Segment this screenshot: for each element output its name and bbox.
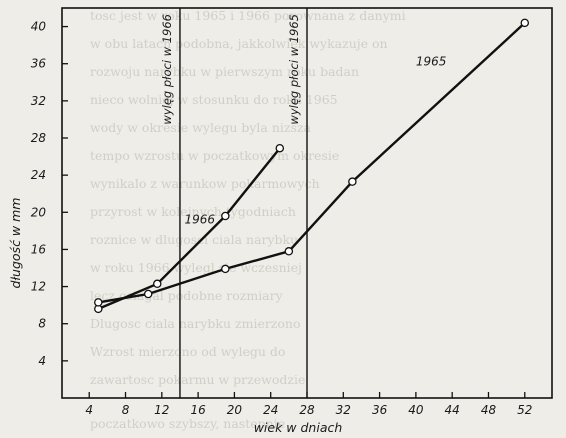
svg-text:w roku 1966 wylegl sie wczesni: w roku 1966 wylegl sie wczesniej <box>90 260 302 275</box>
series-label-1966: 1966 <box>185 212 216 226</box>
series-line <box>98 22 526 304</box>
show-through-texture: tosc jest w roku 1965 i 1966 porownana z… <box>90 8 406 431</box>
data-point <box>221 264 230 274</box>
y-tick-label: 24 <box>31 168 46 182</box>
svg-text:wody w okresie wylegu byla niz: wody w okresie wylegu byla nizsza <box>90 120 311 135</box>
x-tick-label: 48 <box>481 403 497 417</box>
data-point <box>348 177 357 186</box>
svg-text:Wzrost mierzono od wylegu do: Wzrost mierzono od wylegu do <box>90 344 285 359</box>
svg-text:Dlugosc ciala narybku zmierzon: Dlugosc ciala narybku zmierzono <box>90 316 301 331</box>
y-tick-label: 36 <box>31 57 47 71</box>
svg-text:w obu latach podobna, jakkolwi: w obu latach podobna, jakkolwiek wykazuj… <box>90 36 388 51</box>
x-tick-label: 16 <box>190 403 206 417</box>
y-tick-label: 8 <box>38 317 46 331</box>
svg-text:wynikalo z warunkow pokarmowyc: wynikalo z warunkow pokarmowych <box>90 176 320 191</box>
svg-text:przyrost w kolejnych tygodniac: przyrost w kolejnych tygodniach <box>90 204 296 219</box>
svg-text:nieco wolniej w stosunku do ro: nieco wolniej w stosunku do roku 1965 <box>90 92 338 107</box>
x-tick-label: 8 <box>122 403 130 417</box>
data-point <box>221 211 230 221</box>
data-point <box>275 143 285 153</box>
x-tick-label: 12 <box>154 403 169 417</box>
x-tick-label: 32 <box>336 403 351 417</box>
svg-text:tempo wzrostu w poczatkowym ok: tempo wzrostu w poczatkowym okresie <box>90 148 339 163</box>
x-tick-label: 20 <box>227 403 243 417</box>
svg-text:poczatkowo szybszy, nastepnie: poczatkowo szybszy, nastepnie <box>90 416 285 431</box>
hatch-annotation-label: wylęg płoci w 1965 <box>287 14 301 125</box>
x-tick-label: 24 <box>263 403 278 417</box>
y-tick-label: 40 <box>31 20 47 34</box>
y-tick-label: 32 <box>31 94 46 108</box>
x-tick-label: 4 <box>85 403 93 417</box>
svg-text:roznice w dlugosci ciala naryb: roznice w dlugosci ciala narybku <box>90 232 298 247</box>
series-layer <box>94 18 530 314</box>
x-tick-label: 52 <box>517 403 532 417</box>
data-point <box>520 18 530 28</box>
x-tick-label: 40 <box>408 403 424 417</box>
y-tick-label: 28 <box>31 131 47 145</box>
labels-layer: 1966 1965 <box>185 55 447 227</box>
x-tick-label: 44 <box>445 403 460 417</box>
data-point <box>143 289 153 299</box>
data-point <box>94 298 103 307</box>
y-axis-title: długość w mm <box>8 198 23 289</box>
y-tick-label: 16 <box>31 242 47 256</box>
data-point <box>284 247 294 256</box>
reference-lines: wylęg płoci w 1966 wylęg płoci w 1965 <box>160 8 308 398</box>
svg-text:tosc jest w roku 1965 i 1966 p: tosc jest w roku 1965 i 1966 porownana z… <box>90 8 406 23</box>
y-tick-label: 4 <box>38 354 46 368</box>
data-point <box>153 279 162 289</box>
svg-text:zawartosc pokarmu w przewodzie: zawartosc pokarmu w przewodzie <box>90 372 305 387</box>
x-tick-label: 28 <box>299 403 315 417</box>
svg-text:rozwoju narybku w pierwszym ro: rozwoju narybku w pierwszym roku badan <box>90 64 359 79</box>
x-axis-title: wiek w dniach <box>254 420 343 435</box>
y-tick-label: 12 <box>31 280 46 294</box>
y-tick-label: 20 <box>31 205 47 219</box>
x-tick-label: 36 <box>372 403 388 417</box>
series-label-1965: 1965 <box>416 55 447 69</box>
hatch-annotation-label: wylęg płoci w 1966 <box>160 14 174 125</box>
series-1965 <box>94 18 530 307</box>
